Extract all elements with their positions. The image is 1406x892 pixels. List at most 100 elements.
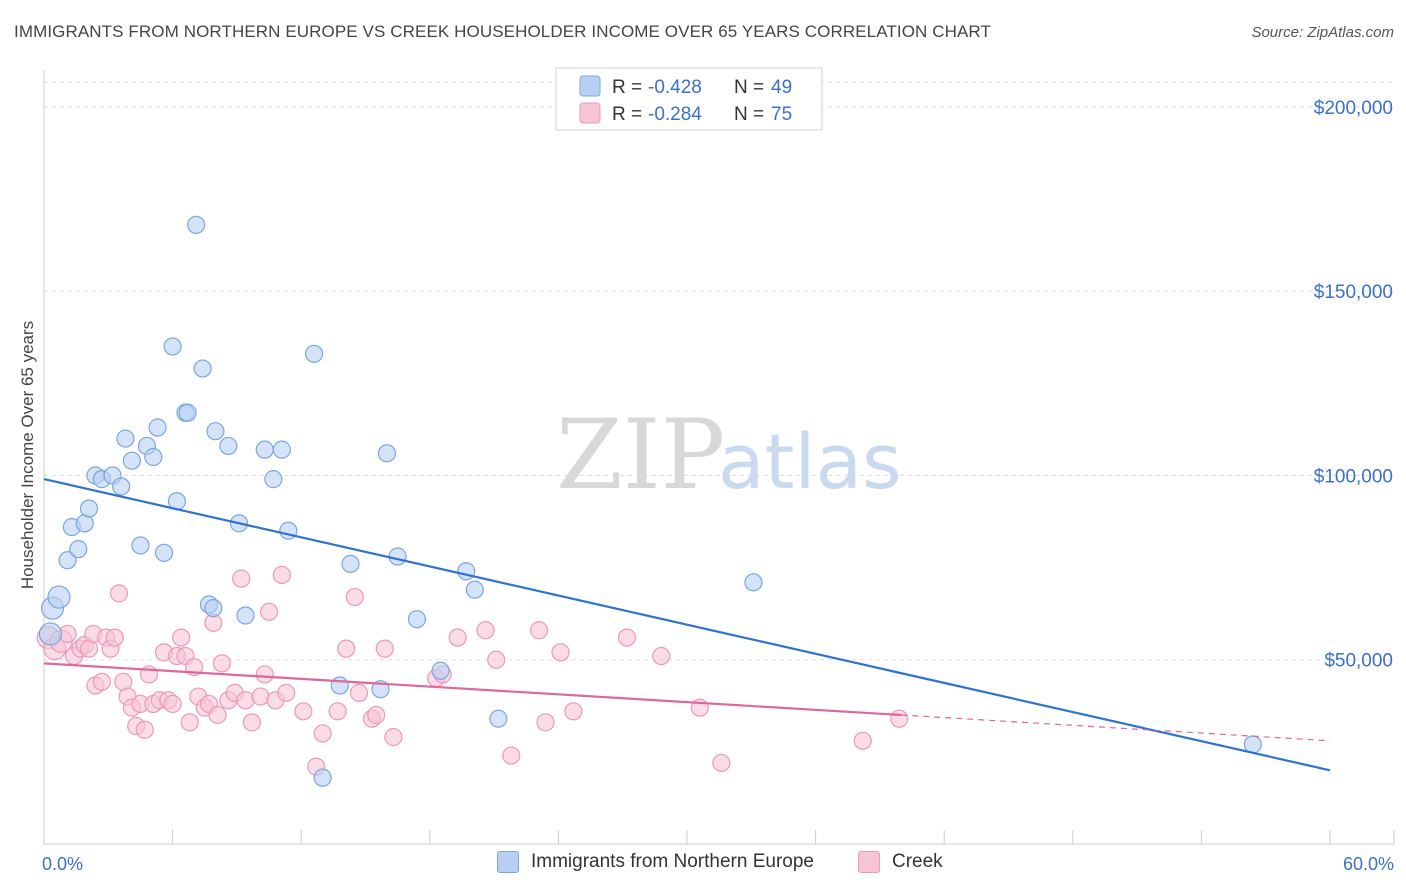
legend-swatch-northern-europe: [497, 851, 519, 873]
northern-europe-point-44: [457, 562, 476, 581]
x-tick-labels: 0.0% 60.0%: [42, 854, 1394, 874]
creek-point-28: [172, 628, 191, 647]
northern-europe-point-36: [313, 768, 332, 787]
creek-point-58: [375, 639, 394, 658]
legend-n-label-2: N =: [734, 104, 764, 125]
northern-europe-point-2: [38, 622, 63, 646]
creek-point-63: [476, 621, 495, 640]
northern-europe-points: [38, 215, 1262, 787]
creek-point-71: [652, 646, 671, 666]
y-tick-3: $200,000: [1314, 98, 1393, 119]
y-tick-1: $100,000: [1314, 466, 1393, 487]
northern-europe-point-37: [330, 676, 349, 695]
northern-europe-point-16: [144, 447, 163, 467]
northern-europe-point-1: [47, 585, 71, 609]
creek-point-41: [236, 691, 255, 710]
northern-europe-point-27: [206, 422, 225, 441]
legend-swatch-pink: [579, 102, 601, 124]
legend-swatch-creek: [858, 851, 880, 873]
creek-point-53: [337, 639, 356, 658]
creek-point-42: [242, 713, 262, 732]
creek-point-66: [530, 621, 549, 640]
creek-trend-line: [43, 662, 902, 717]
northern-europe-point-11: [112, 477, 131, 496]
northern-europe-point-12: [116, 429, 135, 448]
creek-point-74: [853, 731, 872, 750]
creek-point-10: [92, 672, 111, 691]
creek-trend-extension: [901, 714, 1331, 742]
creek-point-26: [163, 694, 182, 714]
northern-europe-point-26: [204, 599, 223, 618]
northern-europe-point-43: [431, 661, 450, 680]
creek-point-57: [367, 705, 386, 725]
legend-r-label-2: R =: [612, 104, 642, 125]
northern-europe-point-41: [388, 547, 407, 566]
creek-point-49: [294, 702, 313, 721]
creek-point-37: [212, 654, 231, 673]
creek-point-68: [551, 643, 570, 662]
northern-europe-point-30: [236, 606, 255, 625]
creek-point-43: [251, 687, 270, 706]
creek-point-54: [345, 587, 364, 607]
northern-europe-point-47: [744, 573, 763, 592]
chart-source: Source: ZipAtlas.com: [1251, 24, 1394, 41]
creek-point-51: [313, 724, 332, 743]
creek-point-36: [208, 705, 227, 725]
northern-europe-trend-line: [43, 478, 1331, 772]
northern-europe-point-18: [154, 543, 174, 562]
creek-point-64: [487, 650, 506, 669]
watermark-atlas: atlas: [718, 417, 902, 506]
x-tick-min: 0.0%: [42, 854, 83, 874]
northern-europe-point-32: [264, 470, 283, 489]
series-legend: Immigrants from Northern Europe Creek: [0, 851, 1406, 879]
northern-europe-point-35: [304, 344, 324, 363]
northern-europe-point-38: [341, 554, 360, 573]
northern-europe-point-42: [407, 610, 427, 629]
northern-europe-point-40: [377, 444, 397, 463]
creek-point-55: [349, 683, 369, 702]
legend-r-label-1: R =: [612, 77, 642, 98]
northern-europe-point-14: [131, 536, 150, 555]
watermark: ZIP atlas: [556, 399, 902, 511]
creek-point-45: [259, 602, 279, 621]
creek-point-52: [328, 702, 347, 721]
legend-item-creek: Creek: [858, 851, 943, 873]
legend-label-creek: Creek: [892, 851, 943, 872]
trend-lines: [43, 478, 1331, 772]
northern-europe-point-7: [79, 499, 99, 518]
chart-title: IMMIGRANTS FROM NORTHERN EUROPE VS CREEK…: [14, 22, 991, 41]
northern-europe-point-3: [58, 551, 77, 570]
creek-point-70: [617, 628, 637, 647]
northern-europe-point-31: [255, 440, 274, 459]
northern-europe-point-22: [178, 403, 197, 422]
creek-point-30: [180, 713, 199, 732]
legend-r-value-1: -0.428: [648, 77, 702, 98]
watermark-zip: ZIP: [556, 399, 725, 511]
northern-europe-point-19: [163, 337, 182, 356]
creek-point-65: [502, 746, 521, 765]
creek-point-14: [109, 584, 129, 603]
creek-point-67: [536, 713, 555, 732]
stats-legend: R = -0.428 N = 49 R = -0.284 N = 75: [555, 67, 823, 131]
creek-point-48: [277, 683, 296, 702]
northern-europe-point-28: [219, 436, 238, 456]
creek-point-62: [448, 628, 467, 647]
northern-europe-point-23: [187, 215, 206, 234]
northern-europe-point-33: [272, 440, 292, 459]
y-tick-labels: $50,000 $100,000 $150,000 $200,000: [1314, 98, 1393, 672]
northern-europe-point-45: [465, 580, 484, 599]
axes: [43, 70, 1395, 845]
legend-n-value-1: 49: [771, 77, 792, 98]
y-tick-2: $150,000: [1314, 282, 1393, 303]
creek-point-13: [105, 628, 124, 647]
creek-point-75: [890, 709, 909, 728]
legend-r-value-2: -0.284: [648, 104, 702, 125]
northern-europe-point-17: [148, 418, 167, 437]
creek-point-44: [255, 665, 274, 684]
creek-point-59: [384, 728, 403, 747]
legend-label-northern-europe: Immigrants from Northern Europe: [531, 851, 814, 872]
northern-europe-point-13: [122, 451, 141, 470]
northern-europe-point-46: [489, 709, 508, 728]
x-tick-max: 60.0%: [1343, 854, 1394, 874]
